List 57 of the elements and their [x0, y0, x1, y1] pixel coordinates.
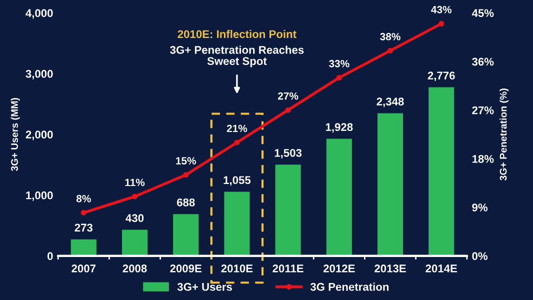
y2-tick-label: 45%	[472, 9, 494, 18]
data-label: 33%	[328, 60, 350, 68]
x-tick-label: 2010E	[221, 264, 253, 272]
point	[336, 74, 342, 80]
y2-tick-label: 27%	[472, 106, 494, 114]
data-label: 1,928	[326, 123, 353, 133]
data-label: 2,348	[376, 98, 404, 108]
data-label: 27%	[278, 92, 298, 100]
x-tick-label: 2008	[122, 264, 147, 272]
y2-tick-label: 0%	[472, 252, 488, 260]
legend-label: 3G+ Users	[177, 282, 232, 291]
point	[285, 107, 291, 113]
data-label: 688	[176, 198, 195, 206]
annotation: 3G+ Penetration Reaches Sweet Spot	[170, 46, 304, 68]
x-tick-label: 2009E	[170, 264, 202, 272]
bar	[326, 138, 352, 256]
x-tick-label: 2014E	[426, 264, 457, 272]
x-tick-label: 2007	[72, 264, 96, 272]
data-label: 2,776	[428, 72, 455, 82]
point	[387, 48, 394, 54]
x-tick-label: 2013E	[374, 264, 406, 272]
point	[80, 210, 86, 216]
data-label: 11%	[125, 178, 145, 186]
data-label: 1,503	[274, 148, 302, 158]
bar	[224, 192, 250, 256]
y-tick-label: 1,000	[26, 191, 53, 201]
y2-axis-title: 3G+ Penetration (%)	[500, 88, 509, 180]
data-label: 15%	[176, 157, 196, 165]
x-tick-label: 2012E	[323, 264, 355, 272]
y2-tick-label: 18%	[472, 154, 494, 163]
y-axis-title: 3G+ Users (MM)	[10, 98, 20, 172]
y-tick-label: 4,000	[26, 9, 53, 19]
bar	[173, 214, 199, 256]
point	[234, 140, 240, 146]
bar	[428, 87, 454, 256]
legend-label: 3G Penetration	[310, 282, 389, 291]
point	[183, 172, 189, 178]
y-tick-label: 0	[47, 252, 53, 260]
data-label: 1,055	[224, 176, 251, 186]
y2-tick-label: 36%	[472, 58, 494, 66]
annotation: 2010E: Inflection Point	[178, 30, 296, 38]
data-label: 8%	[76, 194, 91, 202]
data-label: 43%	[431, 6, 452, 14]
point	[438, 20, 444, 26]
data-label: 273	[74, 224, 93, 232]
y-tick-label: 2,000	[26, 130, 53, 140]
data-label: 38%	[380, 32, 400, 40]
point	[132, 194, 138, 200]
y-tick-label: 3,000	[26, 70, 53, 80]
y2-tick-label: 9%	[472, 204, 488, 212]
bar	[377, 113, 404, 256]
data-label: 21%	[226, 124, 248, 132]
bar	[122, 230, 148, 256]
bar	[70, 239, 96, 256]
x-tick-label: 2011E	[272, 264, 304, 272]
bar	[275, 164, 301, 256]
data-label: 430	[126, 214, 144, 222]
